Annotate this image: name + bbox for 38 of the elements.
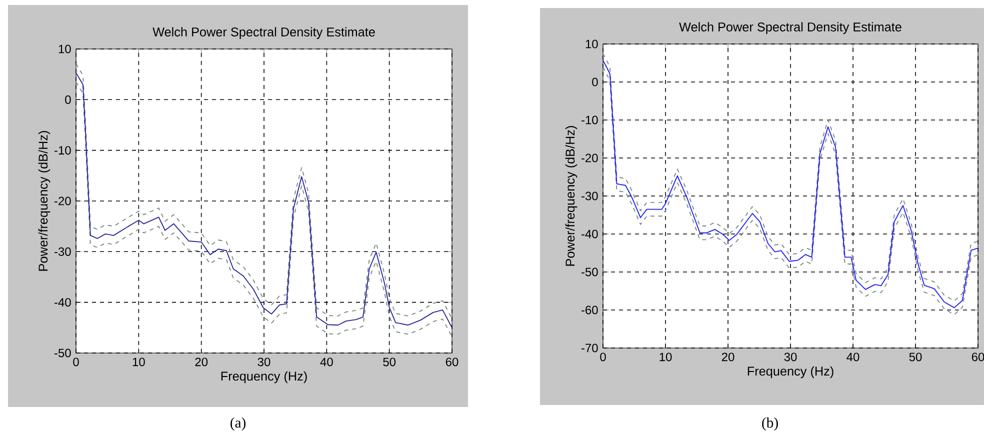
x-tick-label: 0 [73,358,79,366]
x-tick-label: 60 [972,352,984,362]
y-tick-label: -10 [54,146,71,155]
y-tick-label: -60 [581,306,598,314]
y-tick-label: -50 [54,348,71,358]
y-tick-label: -30 [54,247,71,256]
x-tick-label: 30 [784,352,797,362]
y-axis-title: Power/frequency (dB/Hz) [38,131,50,271]
y-tick-label: 0 [592,78,598,86]
x-tick-label: 10 [660,352,672,362]
y-tick-label: -40 [54,298,71,307]
y-tick-label: -70 [581,344,598,352]
x-axis-title: Frequency (Hz) [221,371,307,384]
x-tick-label: 50 [383,358,396,366]
x-tick-label: 10 [132,358,145,366]
x-tick-label: 30 [258,358,270,366]
chart-title: Welch Power Spectral Density Estimate [152,27,375,39]
y-tick-label: -50 [581,268,598,276]
x-tick-label: 60 [446,358,458,366]
y-tick-label: -40 [581,230,598,238]
y-tick-label: -20 [54,196,71,206]
text: (b) [762,417,778,431]
x-tick-label: 0 [600,352,606,362]
text: (a) [230,417,246,431]
y-axis-title: Power/frequency (dB/Hz) [565,126,578,266]
x-tick-label: 20 [722,352,734,362]
y-tick-label: -20 [581,154,598,162]
x-tick-label: 40 [846,352,860,362]
x-tick-label: 20 [195,358,208,366]
y-tick-label: 0 [65,95,71,104]
y-tick-label: -30 [581,192,598,200]
x-tick-label: 40 [320,358,333,366]
y-tick-label: 10 [58,44,71,54]
y-tick-label: -10 [581,116,598,124]
y-tick-label: 10 [586,40,598,48]
x-tick-label: 50 [909,352,922,362]
chart-title: Welch Power Spectral Density Estimate [679,22,902,34]
x-axis-title: Frequency (Hz) [748,366,834,378]
